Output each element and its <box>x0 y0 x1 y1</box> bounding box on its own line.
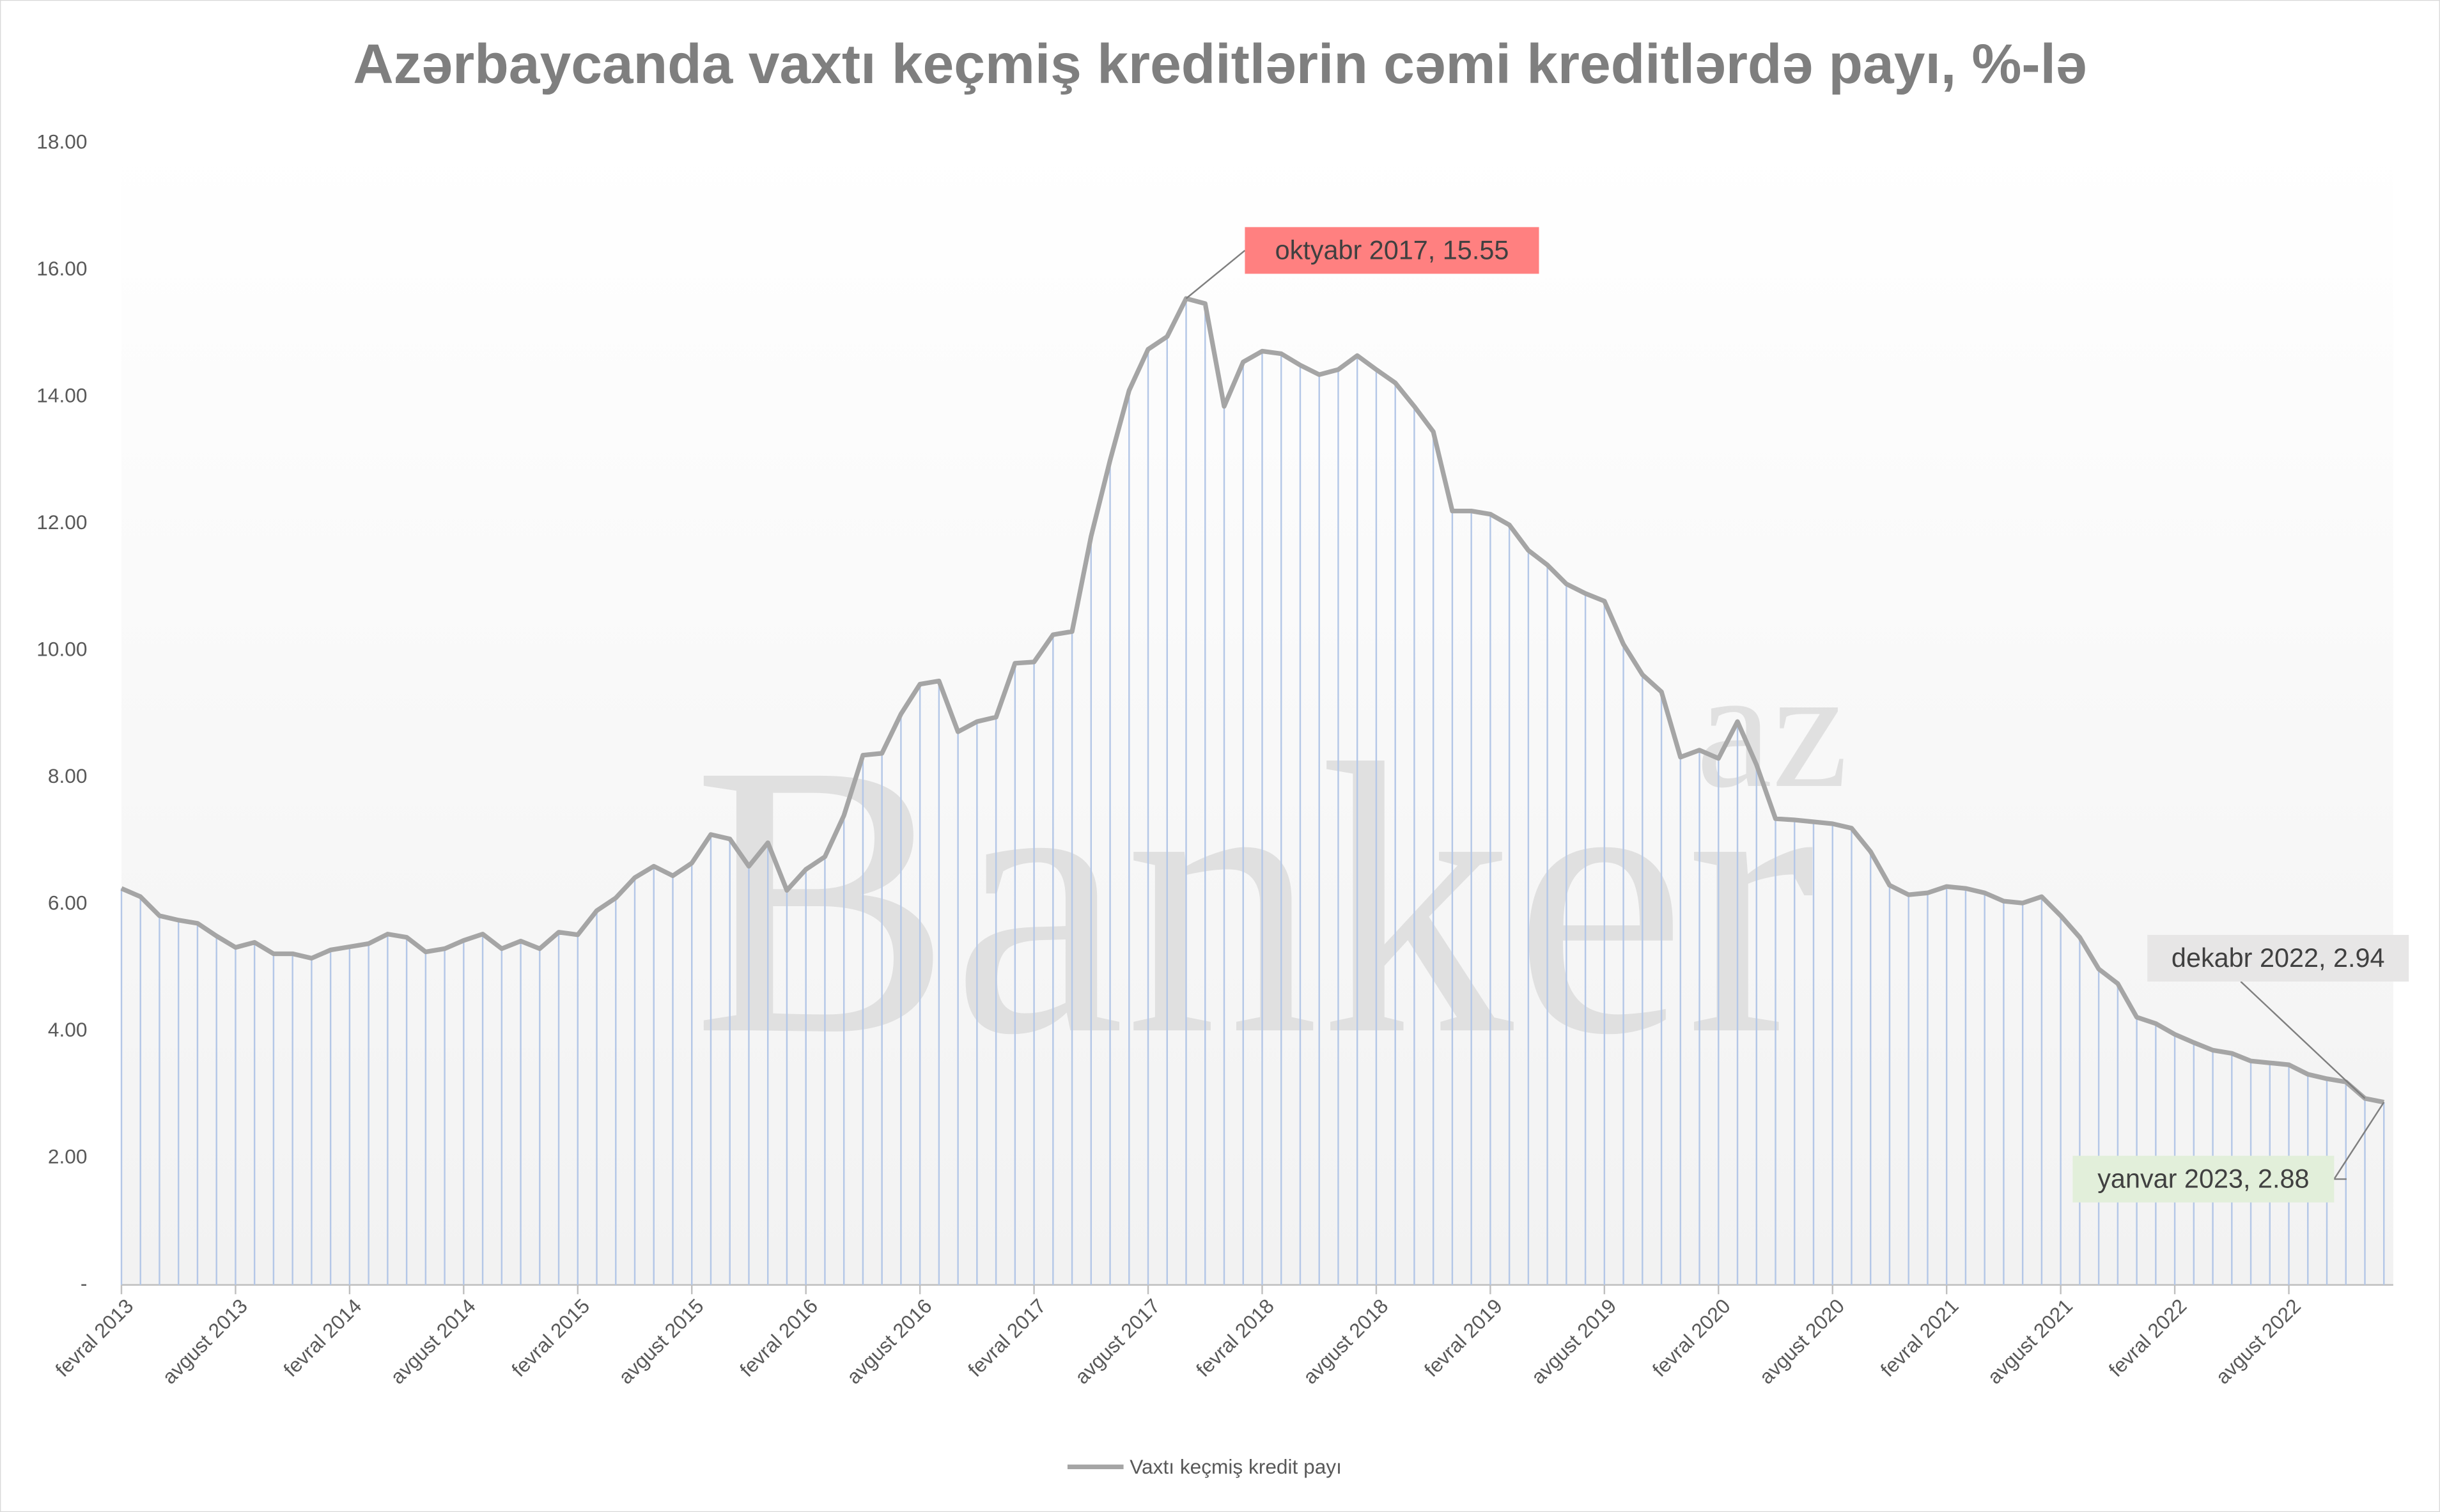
leader-line <box>1185 249 1246 300</box>
annotation: oktyabr 2017, 15.55 <box>1275 235 1509 265</box>
y-tick-label: 6.00 <box>48 891 88 914</box>
legend-label: Vaxtı keçmiş kredit payı <box>1130 1455 1342 1478</box>
watermark: az <box>1696 633 1848 823</box>
data-line <box>120 296 2384 1105</box>
y-tick-label: 4.00 <box>48 1018 88 1041</box>
annotation: yanvar 2023, 2.88 <box>2097 1164 2309 1193</box>
y-tick-label: 16.00 <box>36 257 87 280</box>
watermark: Banker <box>692 684 1815 1115</box>
annotation-box <box>2072 1155 2335 1203</box>
y-tick-label: 2.00 <box>48 1145 88 1168</box>
annotation: dekabr 2022, 2.94 <box>2172 943 2385 973</box>
y-tick-label: - <box>81 1272 88 1295</box>
y-tick-label: 10.00 <box>36 637 87 660</box>
y-tick-label: 8.00 <box>48 764 88 787</box>
annotation-box <box>2147 934 2409 982</box>
annotation-box <box>1245 227 1539 274</box>
y-tick-label: 14.00 <box>36 383 87 406</box>
y-tick-label: 18.00 <box>36 130 87 153</box>
y-tick-label: 12.00 <box>36 511 87 534</box>
leader-line <box>2240 981 2366 1099</box>
plot-area <box>121 143 2393 1285</box>
chart-title: Azərbaycanda vaxtı keçmiş kreditlərin cə… <box>353 33 2086 95</box>
